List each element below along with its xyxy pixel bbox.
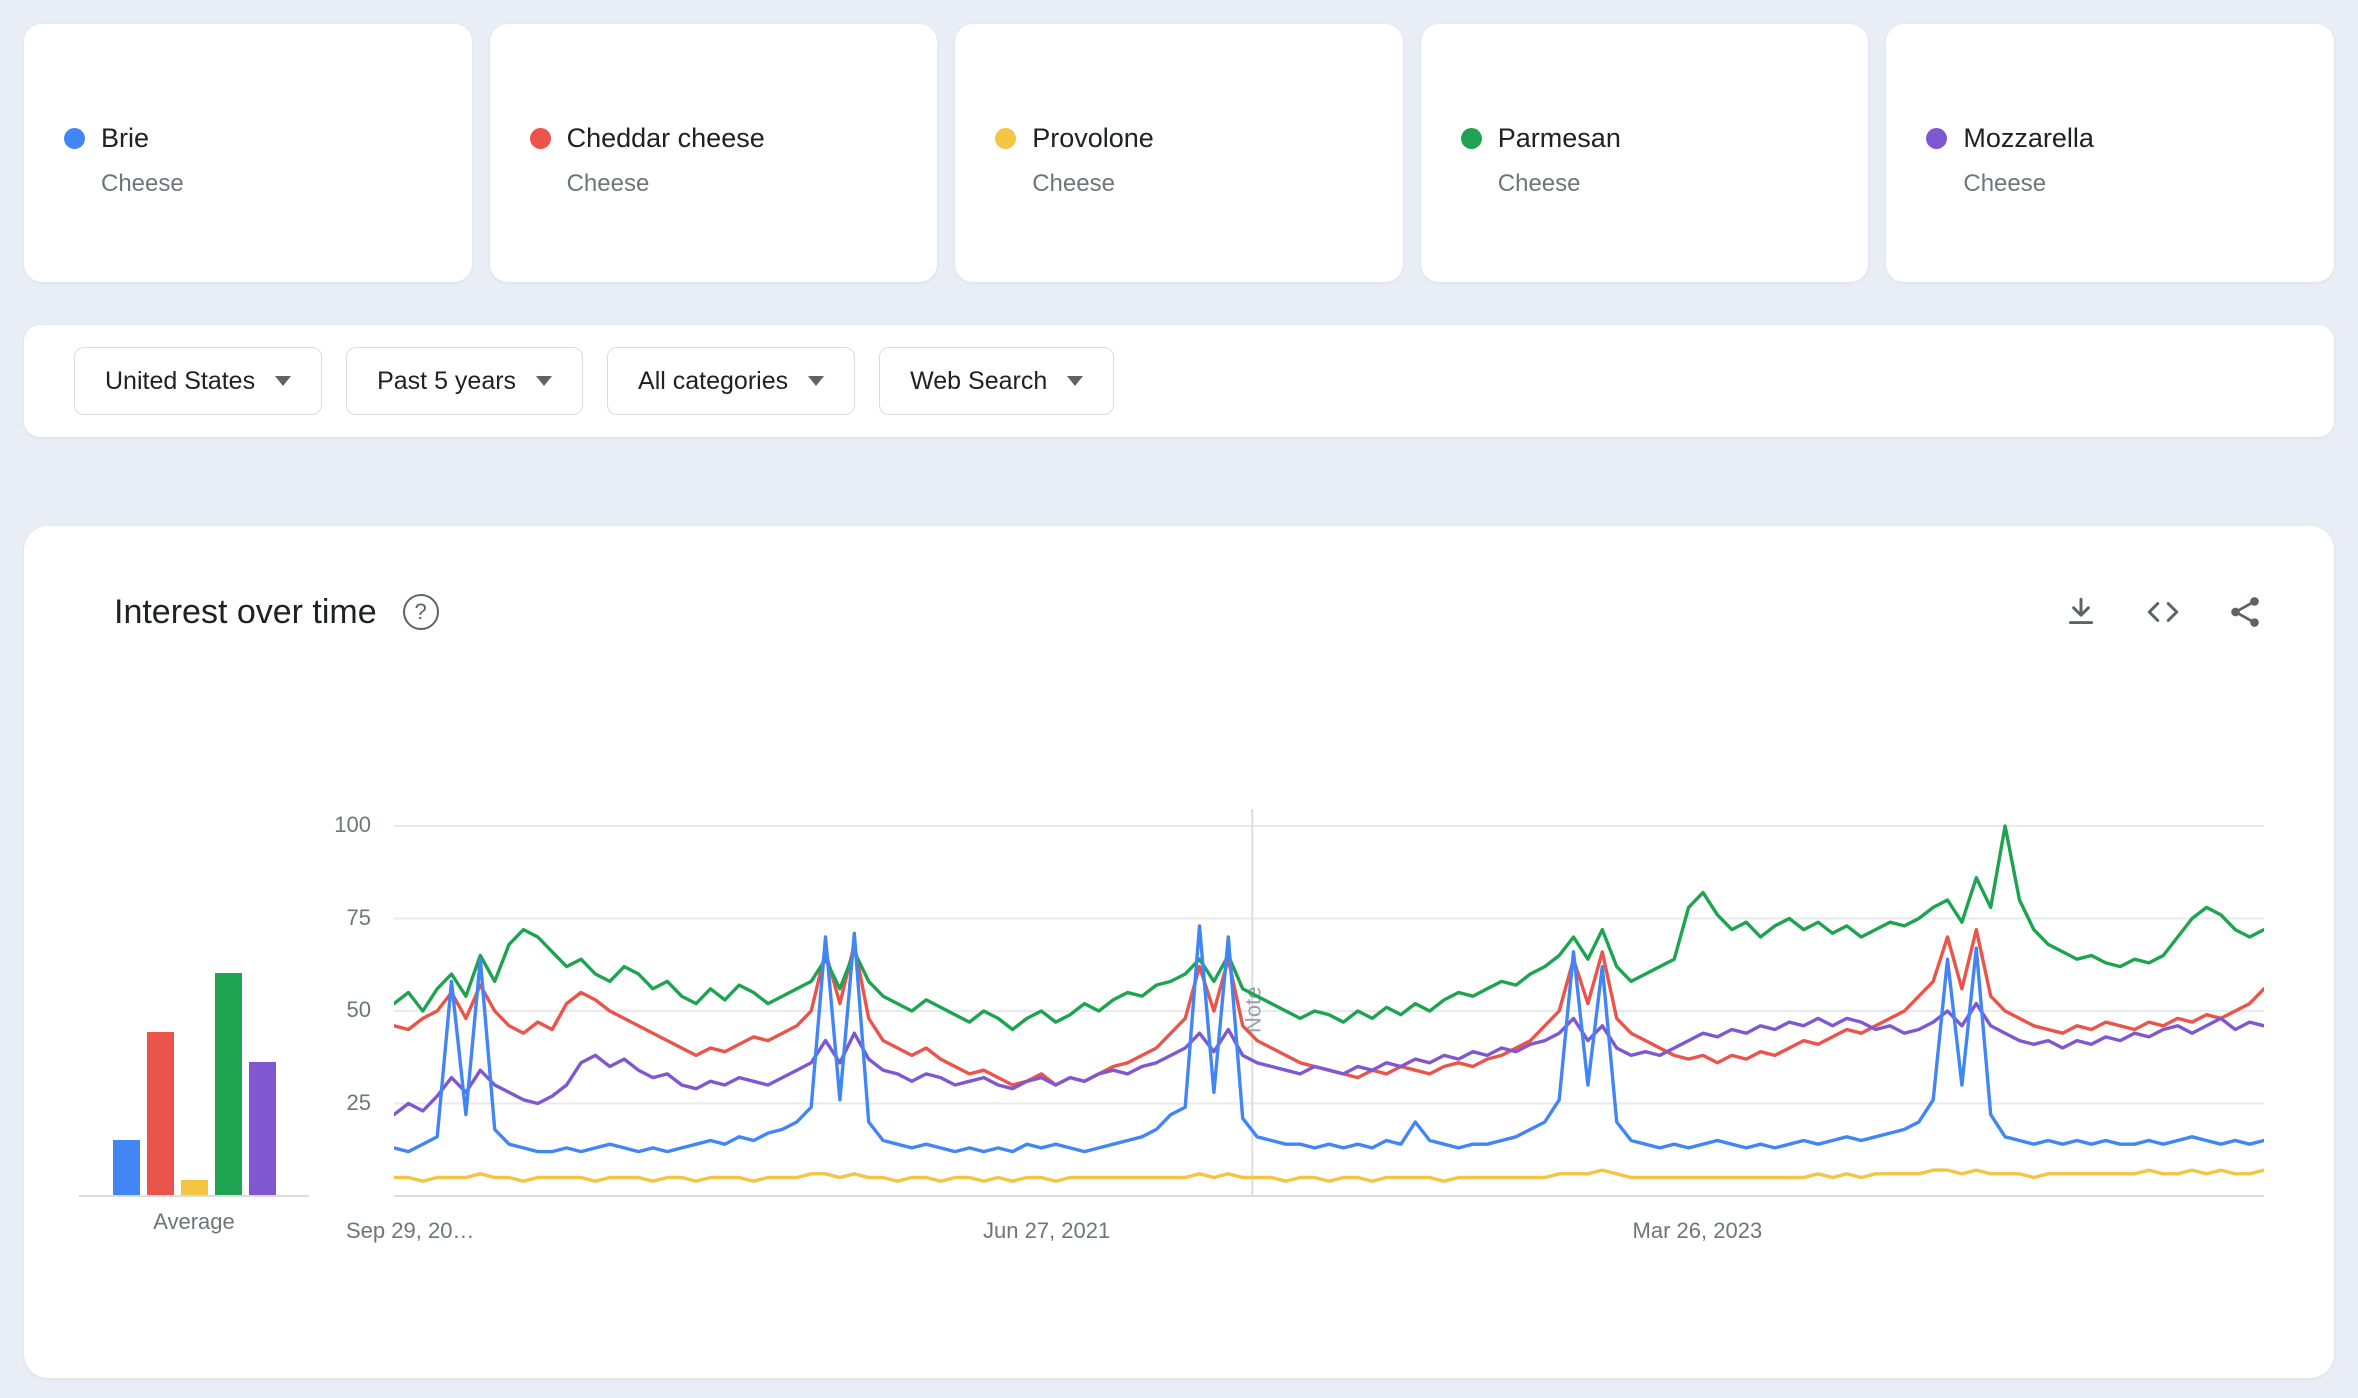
y-axis-tick: 100 bbox=[334, 812, 371, 837]
y-axis-tick: 75 bbox=[346, 904, 371, 930]
title-group: Interest over time ? bbox=[114, 593, 439, 632]
term-subtitle: Cheese bbox=[1032, 170, 1115, 197]
term-card-brie[interactable]: Brie Cheese bbox=[24, 24, 472, 282]
average-bar-mozzarella bbox=[248, 1061, 276, 1195]
term-label: Cheddar cheese bbox=[566, 123, 765, 153]
term-card-provolone[interactable]: Provolone Cheese bbox=[955, 24, 1403, 282]
series-line-brie bbox=[394, 924, 2264, 1154]
average-bars bbox=[79, 941, 309, 1195]
term-card-mozzarella[interactable]: Mozzarella Cheese bbox=[1886, 24, 2334, 282]
term-head: Mozzarella bbox=[1926, 122, 2304, 154]
download-icon[interactable] bbox=[2062, 593, 2100, 631]
page-title: Interest over time bbox=[114, 592, 377, 631]
filter-label: Web Search bbox=[910, 366, 1048, 395]
filter-all-categories[interactable]: All categories bbox=[607, 347, 856, 415]
average-bar-parmesan bbox=[214, 973, 242, 1195]
x-axis-tick: Mar 26, 2023 bbox=[1632, 1218, 1763, 1243]
line-chart-plot: Note bbox=[394, 801, 2264, 1201]
header-actions bbox=[2062, 593, 2264, 631]
term-subtitle: Cheese bbox=[101, 170, 184, 197]
average-bar-cheddar-cheese bbox=[146, 1032, 174, 1195]
term-label: Brie bbox=[101, 123, 150, 153]
embed-icon[interactable] bbox=[2144, 593, 2182, 631]
series-line-parmesan bbox=[394, 824, 2264, 1032]
series-line-provolone bbox=[394, 1168, 2264, 1183]
term-subtitle: Cheese bbox=[566, 170, 650, 197]
filter-label: All categories bbox=[638, 366, 789, 395]
term-color-dot bbox=[1926, 127, 1948, 149]
series-line-cheddar-cheese bbox=[394, 927, 2264, 1087]
term-card-cheddar-cheese[interactable]: Cheddar cheese Cheese bbox=[489, 24, 938, 282]
chevron-down-icon bbox=[275, 376, 292, 386]
chart-card-header: Interest over time ? bbox=[114, 582, 2264, 642]
term-subtitle: Cheese bbox=[1963, 170, 2047, 197]
term-color-dot bbox=[529, 127, 551, 149]
compare-terms-row: Brie Cheese Cheddar cheese Cheese Provol… bbox=[24, 24, 2334, 282]
term-head: Provolone bbox=[995, 122, 1373, 154]
interest-over-time-card: Interest over time ? Average bbox=[24, 526, 2334, 1378]
filter-label: Past 5 years bbox=[377, 366, 517, 395]
filter-past-5-years[interactable]: Past 5 years bbox=[346, 347, 584, 415]
term-label: Mozzarella bbox=[1963, 123, 2094, 153]
share-icon[interactable] bbox=[2226, 593, 2264, 631]
term-card-parmesan[interactable]: Parmesan Cheese bbox=[1420, 24, 1869, 282]
x-axis-tick: Jun 27, 2021 bbox=[983, 1218, 1111, 1243]
term-head: Cheddar cheese bbox=[529, 122, 908, 154]
interest-line-chart[interactable]: Note bbox=[394, 801, 2264, 1201]
filter-web-search[interactable]: Web Search bbox=[879, 347, 1115, 415]
term-head: Parmesan bbox=[1460, 122, 1839, 154]
chevron-down-icon bbox=[808, 376, 825, 386]
average-bar-provolone bbox=[180, 1180, 208, 1195]
chevron-down-icon bbox=[536, 376, 553, 386]
filters-bar: United States Past 5 years All categorie… bbox=[24, 325, 2334, 437]
average-bar-chart: Average bbox=[79, 941, 309, 1235]
help-icon[interactable]: ? bbox=[402, 594, 439, 630]
term-color-dot bbox=[995, 127, 1017, 149]
y-axis-tick: 50 bbox=[346, 997, 371, 1022]
average-label: Average bbox=[153, 1209, 235, 1234]
term-subtitle: Cheese bbox=[1497, 170, 1581, 197]
y-axis-tick: 25 bbox=[346, 1089, 371, 1115]
term-head: Brie bbox=[64, 122, 442, 154]
term-color-dot bbox=[1460, 127, 1482, 149]
term-label: Provolone bbox=[1032, 123, 1154, 153]
term-color-dot bbox=[64, 127, 85, 149]
term-label: Parmesan bbox=[1497, 123, 1621, 153]
filter-united-states[interactable]: United States bbox=[74, 347, 323, 415]
filter-label: United States bbox=[105, 366, 256, 395]
average-bar-brie bbox=[112, 1139, 140, 1195]
chevron-down-icon bbox=[1067, 376, 1084, 386]
average-axis-line bbox=[79, 1195, 309, 1197]
x-axis-tick: Sep 29, 20… bbox=[346, 1218, 475, 1243]
